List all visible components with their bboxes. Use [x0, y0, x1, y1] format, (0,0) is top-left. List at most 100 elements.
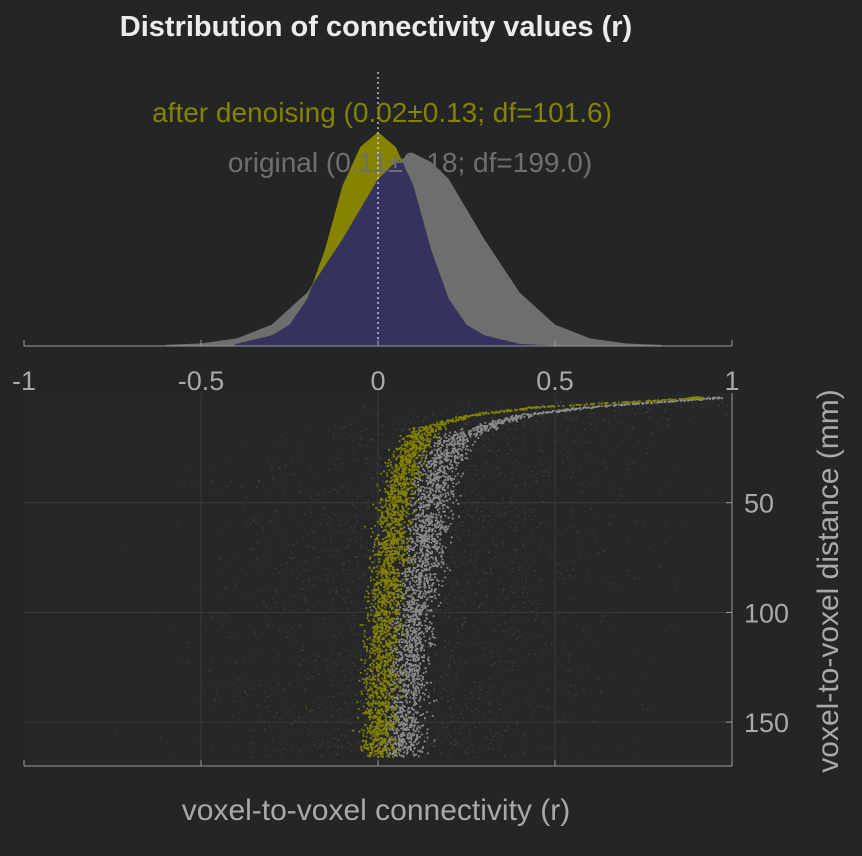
background-point	[500, 552, 503, 555]
background-point	[348, 569, 351, 572]
background-point	[471, 447, 474, 449]
background-point	[342, 568, 345, 571]
band-point	[401, 641, 404, 644]
band-point	[420, 679, 423, 682]
background-point	[502, 602, 505, 605]
band-point	[411, 526, 414, 528]
band-point	[445, 452, 448, 455]
background-point	[299, 655, 301, 658]
band-point	[508, 418, 511, 421]
background-point	[653, 445, 656, 448]
band-point	[425, 499, 428, 502]
band-point	[429, 643, 432, 646]
band-point	[402, 607, 405, 610]
background-point	[204, 688, 207, 691]
background-point	[292, 473, 294, 476]
band-point	[424, 496, 426, 499]
background-point	[462, 617, 465, 619]
background-point	[609, 583, 611, 585]
band-point	[448, 443, 451, 446]
band-point	[430, 541, 433, 544]
background-point	[356, 523, 359, 525]
background-point	[225, 521, 228, 524]
background-point	[537, 706, 539, 708]
background-point	[347, 543, 350, 546]
background-point	[575, 562, 577, 564]
band-point	[493, 424, 496, 427]
band-point	[460, 431, 463, 434]
band-point	[388, 716, 390, 718]
background-point	[434, 745, 437, 747]
background-point	[401, 659, 404, 662]
background-point	[360, 528, 362, 530]
background-point	[521, 487, 523, 490]
band-point	[409, 736, 411, 739]
band-point	[465, 445, 468, 448]
band-point	[423, 515, 426, 518]
background-point	[603, 405, 605, 408]
band-point	[448, 468, 451, 471]
band-point	[515, 416, 518, 419]
background-point	[270, 468, 273, 471]
band-point	[472, 427, 474, 430]
background-point	[346, 491, 349, 493]
band-point	[407, 675, 410, 678]
background-point	[333, 464, 336, 466]
band-point	[647, 401, 650, 404]
background-point	[483, 444, 486, 447]
band-point	[437, 562, 440, 565]
band-point	[399, 724, 401, 727]
background-point	[569, 452, 572, 455]
band-point	[410, 538, 413, 540]
background-point	[467, 405, 470, 408]
background-point	[315, 659, 318, 662]
background-point	[495, 409, 498, 411]
band-point	[434, 480, 436, 483]
background-point	[373, 599, 376, 602]
background-point	[334, 514, 337, 516]
band-point	[405, 629, 407, 632]
band-point	[433, 540, 436, 543]
band-point	[416, 576, 419, 579]
background-point	[482, 474, 485, 477]
background-point	[404, 446, 407, 448]
band-point	[412, 684, 415, 687]
background-point	[585, 441, 588, 444]
background-point	[291, 572, 294, 574]
band-point	[399, 743, 401, 745]
band-point	[405, 621, 408, 624]
band-point	[409, 646, 412, 649]
background-point	[358, 576, 361, 579]
background-point	[371, 491, 374, 493]
band-point	[406, 567, 409, 570]
background-point	[263, 720, 265, 722]
band-point	[438, 456, 441, 459]
background-point	[350, 423, 352, 426]
background-point	[186, 661, 188, 664]
background-point	[335, 754, 337, 757]
band-point	[427, 519, 430, 522]
band-point	[617, 403, 620, 406]
background-point	[515, 484, 518, 486]
background-point	[403, 499, 406, 502]
background-point	[332, 580, 335, 583]
background-point	[646, 708, 649, 711]
background-point	[475, 524, 478, 527]
background-point	[404, 423, 407, 425]
background-point	[308, 577, 311, 579]
band-point	[413, 503, 416, 506]
band-point	[419, 489, 422, 491]
band-point	[443, 441, 445, 444]
background-point	[387, 447, 390, 450]
band-point	[417, 540, 420, 543]
background-point	[406, 539, 409, 542]
band-point	[452, 466, 455, 469]
band-point	[448, 434, 451, 437]
band-point	[403, 604, 406, 607]
band-point	[427, 518, 430, 521]
background-point	[580, 483, 583, 486]
background-point	[464, 550, 466, 552]
band-point	[413, 724, 416, 727]
band-point	[700, 399, 703, 401]
background-point	[307, 467, 310, 470]
